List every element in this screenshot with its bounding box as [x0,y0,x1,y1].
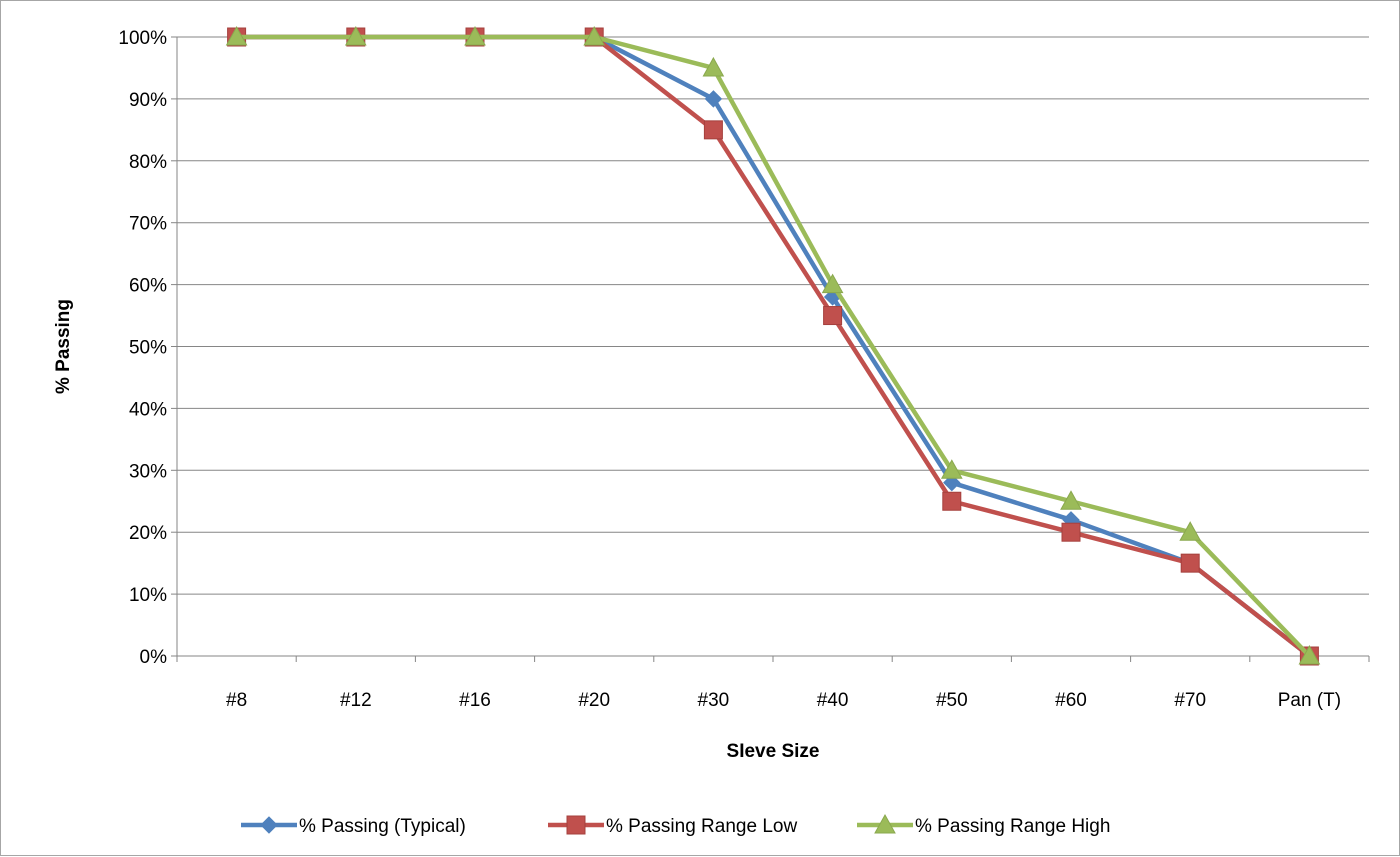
y-tick-label: 70% [129,214,167,235]
y-tick-label: 80% [129,152,167,173]
x-tick-label: Pan (T) [1278,690,1341,711]
data-point [464,25,486,46]
x-tick-label: #12 [340,690,372,711]
data-point [940,459,963,479]
data-point [702,56,725,77]
y-tick-label: 20% [129,523,167,544]
series-lines [225,25,1321,666]
y-tick-label: 0% [140,647,168,668]
data-point [1298,644,1321,665]
data-point [704,90,723,108]
data-point [1180,553,1200,573]
data-point [703,120,723,140]
data-point [225,25,248,46]
data-point [942,491,962,511]
tick-labels: 0% 10% 20% 30% 40% 50% 60% 70% 80% 90% 100% #8 #12 #1… [118,28,1341,711]
legend-swatch-marker [874,813,896,834]
y-tick-label: 40% [129,399,167,420]
x-axis-title: SIeve Size [727,741,820,762]
y-tick-label: 50% [129,338,167,359]
x-tick-label: #70 [1174,690,1206,711]
x-tick-label: #60 [1055,690,1087,711]
legend-swatch-marker [260,816,278,834]
data-point [821,273,844,294]
legend-label: % Passing (Typical) [299,816,466,837]
legend-item: % Passing (Typical) [241,816,466,837]
data-point [1060,490,1082,510]
y-tick-label: 100% [118,28,167,49]
axes [171,36,1370,662]
series-3 [225,25,1321,665]
data-point [344,25,367,46]
legend: % Passing (Typical) % Passing Range Low % … [241,813,1110,837]
x-tick-label: #40 [817,690,849,711]
x-tick-label: #50 [936,690,968,711]
y-tick-label: 30% [129,461,167,482]
gridlines [177,36,1369,595]
data-point [823,306,843,326]
y-tick-label: 60% [129,276,167,297]
legend-swatch-marker [566,815,586,835]
legend-item: % Passing Range High [857,813,1110,837]
x-tick-label: #20 [578,690,610,711]
series-line [234,34,1312,659]
data-point [1179,521,1202,541]
y-axis-title: % Passing [53,299,74,394]
data-point [1061,522,1081,542]
legend-label: % Passing Range Low [606,816,797,837]
data-point [583,25,606,46]
x-tick-label: #8 [226,690,247,711]
legend-item: % Passing Range Low [548,815,797,837]
x-tick-label: #30 [698,690,730,711]
legend-label: % Passing Range High [915,816,1110,837]
x-tick-label: #16 [459,690,491,711]
y-tick-label: 10% [129,585,167,606]
y-tick-label: 90% [129,90,167,111]
